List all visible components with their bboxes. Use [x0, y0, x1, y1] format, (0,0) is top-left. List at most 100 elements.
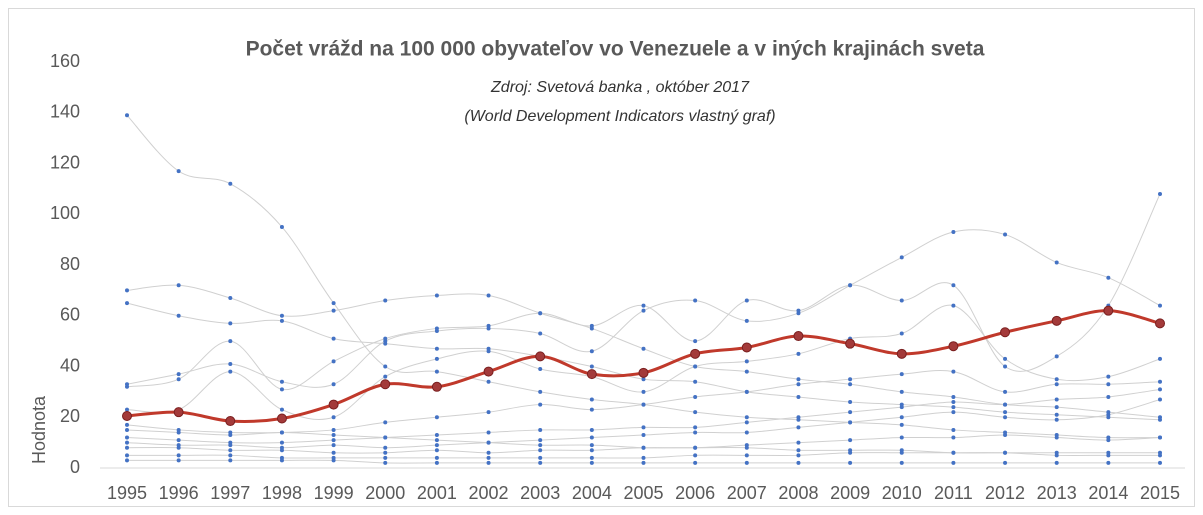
- point: [1106, 438, 1111, 443]
- point: [1106, 412, 1111, 417]
- point: [1158, 303, 1162, 308]
- point: [848, 400, 853, 405]
- point: [434, 326, 439, 331]
- point: [586, 369, 597, 380]
- x-tick-label: 2014: [1088, 483, 1128, 503]
- chart-border: [8, 8, 1195, 507]
- point: [176, 372, 181, 377]
- point: [1158, 417, 1162, 422]
- point: [641, 303, 646, 308]
- point: [1158, 460, 1162, 465]
- point: [744, 318, 749, 323]
- point: [641, 445, 646, 450]
- point: [228, 453, 233, 458]
- point: [486, 450, 491, 455]
- point: [589, 443, 594, 448]
- y-tick-label: 20: [60, 406, 80, 426]
- point: [693, 460, 698, 465]
- point: [434, 443, 439, 448]
- point: [744, 415, 749, 420]
- point: [951, 450, 956, 455]
- point: [741, 342, 752, 353]
- point: [1003, 402, 1008, 407]
- point: [896, 348, 907, 359]
- point: [1054, 453, 1059, 458]
- point: [486, 460, 491, 465]
- point: [641, 346, 646, 351]
- point: [486, 379, 491, 384]
- point: [690, 348, 701, 359]
- point: [796, 460, 801, 465]
- point: [845, 338, 856, 349]
- point: [486, 410, 491, 415]
- point: [383, 460, 388, 465]
- point: [1000, 327, 1011, 338]
- point: [796, 394, 801, 399]
- chart-title: Počet vrážd na 100 000 obyvateľov vo Ven…: [246, 38, 985, 61]
- point: [383, 445, 388, 450]
- point: [1054, 260, 1059, 265]
- point: [589, 407, 594, 412]
- point: [693, 339, 698, 344]
- point: [1106, 453, 1111, 458]
- series-line: [126, 114, 1161, 439]
- x-tick-label: 1996: [159, 483, 199, 503]
- point: [848, 410, 853, 415]
- point: [951, 230, 956, 235]
- point: [589, 435, 594, 440]
- point: [641, 460, 646, 465]
- x-tick-label: 2015: [1140, 483, 1180, 503]
- point: [538, 311, 543, 316]
- point: [486, 430, 491, 435]
- point: [641, 455, 646, 460]
- point: [434, 460, 439, 465]
- point: [693, 364, 698, 369]
- point: [279, 458, 284, 463]
- point: [796, 382, 801, 387]
- point: [176, 430, 181, 435]
- point: [331, 433, 336, 438]
- point: [899, 255, 904, 260]
- point: [1106, 460, 1111, 465]
- y-tick-label: 140: [50, 102, 80, 122]
- point: [331, 427, 336, 432]
- point: [1054, 417, 1059, 422]
- point: [228, 181, 233, 186]
- point: [1158, 453, 1162, 458]
- point: [796, 415, 801, 420]
- point: [744, 430, 749, 435]
- point: [744, 420, 749, 425]
- point: [589, 323, 594, 328]
- point: [383, 374, 388, 379]
- point: [486, 455, 491, 460]
- y-tick-label: 100: [50, 203, 80, 223]
- point: [744, 359, 749, 364]
- point: [383, 455, 388, 460]
- point: [693, 430, 698, 435]
- y-tick-label: 160: [50, 51, 80, 71]
- point: [744, 298, 749, 303]
- point: [279, 387, 284, 392]
- point: [589, 448, 594, 453]
- point: [538, 455, 543, 460]
- point: [848, 283, 853, 288]
- point: [535, 351, 546, 362]
- point: [1003, 410, 1008, 415]
- point: [1054, 460, 1059, 465]
- point: [383, 298, 388, 303]
- point: [225, 416, 236, 427]
- point: [744, 460, 749, 465]
- x-tick-label: 2001: [417, 483, 457, 503]
- point: [331, 308, 336, 313]
- point: [899, 415, 904, 420]
- point: [538, 443, 543, 448]
- point: [796, 377, 801, 382]
- point: [1106, 394, 1111, 399]
- point: [641, 425, 646, 430]
- point: [486, 349, 491, 354]
- point: [328, 399, 339, 410]
- point: [228, 321, 233, 326]
- point: [125, 384, 129, 389]
- point: [848, 450, 853, 455]
- x-tick-label: 2005: [623, 483, 663, 503]
